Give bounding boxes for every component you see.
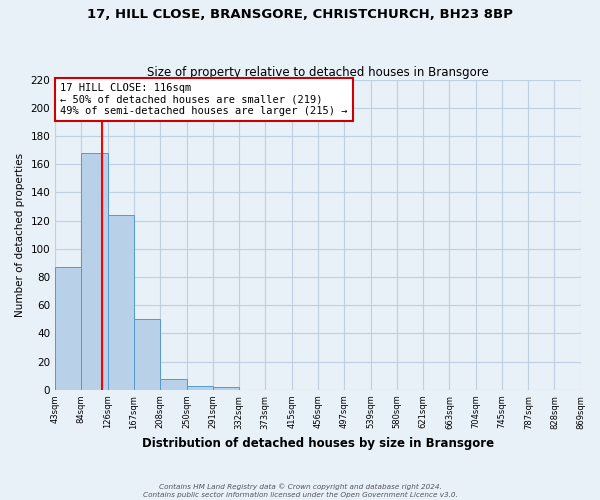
Bar <box>160 378 187 390</box>
Title: Size of property relative to detached houses in Bransgore: Size of property relative to detached ho… <box>147 66 489 78</box>
Bar <box>55 267 81 390</box>
Bar <box>213 387 239 390</box>
Bar <box>81 153 108 390</box>
Bar <box>134 320 160 390</box>
Bar <box>108 215 134 390</box>
Text: 17, HILL CLOSE, BRANSGORE, CHRISTCHURCH, BH23 8BP: 17, HILL CLOSE, BRANSGORE, CHRISTCHURCH,… <box>87 8 513 20</box>
Text: Contains HM Land Registry data © Crown copyright and database right 2024.
Contai: Contains HM Land Registry data © Crown c… <box>143 484 457 498</box>
Bar <box>187 386 213 390</box>
X-axis label: Distribution of detached houses by size in Bransgore: Distribution of detached houses by size … <box>142 437 494 450</box>
Text: 17 HILL CLOSE: 116sqm
← 50% of detached houses are smaller (219)
49% of semi-det: 17 HILL CLOSE: 116sqm ← 50% of detached … <box>61 83 348 116</box>
Y-axis label: Number of detached properties: Number of detached properties <box>15 152 25 317</box>
